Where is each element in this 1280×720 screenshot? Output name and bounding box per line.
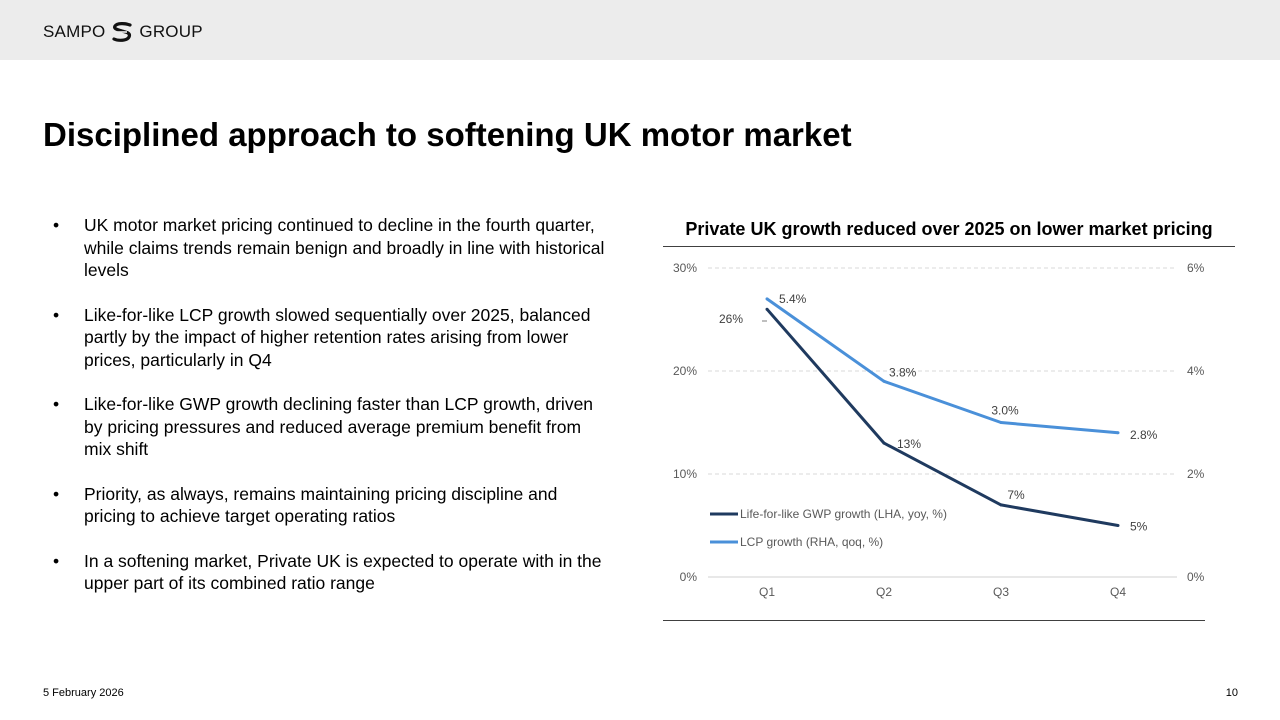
x-axis-tick-label: Q2 [876,585,892,599]
legend-label: LCP growth (RHA, qoq, %) [740,535,883,549]
bullet-marker: • [53,483,60,504]
left-axis-tick-label: 20% [673,364,697,378]
chart-divider-bottom [663,620,1205,621]
bullet-marker: • [53,304,60,325]
right-axis-tick-label: 4% [1187,364,1205,378]
x-axis-tick-label: Q3 [993,585,1009,599]
series-line-lcp [766,297,1119,435]
legend-label: Life-for-like GWP growth (LHA, yoy, %) [740,507,947,521]
page-title: Disciplined approach to softening UK mot… [43,116,852,153]
chart-title: Private UK growth reduced over 2025 on l… [685,219,1213,239]
bullet-marker: • [53,215,60,235]
bullet-text: Priority, as always, remains maintaining… [84,483,558,527]
data-label: 3.8% [889,365,917,379]
bullet-item: • Priority, as always, remains maintainin… [53,483,613,528]
data-label: 7% [1007,488,1025,502]
data-label: 26% [719,312,743,326]
data-label: 3.0% [991,404,1019,418]
bullet-list: • UK motor market pricing continued to de… [53,214,613,617]
data-point [882,379,886,383]
bullet-item: • In a softening market, Private UK is ex… [53,550,613,595]
data-point [1116,431,1120,435]
bullet-text: Like-for-like GWP growth declining faste… [84,394,594,459]
data-point [765,307,769,311]
bullet-marker: • [53,394,60,414]
data-point [765,297,769,301]
header-bar: SAMPO GROUP [0,0,1280,60]
data-label: 2.8% [1130,428,1158,442]
logo-text-left: SAMPO [43,22,106,41]
data-label: 5% [1130,520,1148,534]
right-axis-tick-label: 0% [1187,570,1205,584]
series-line-gwp [765,308,1119,527]
sampo-group-logo: SAMPO GROUP [43,20,203,44]
chart-divider-top [663,246,1235,247]
bullet-text: In a softening market, Private UK is exp… [84,550,602,594]
left-axis-tick-label: 10% [673,467,697,481]
x-axis-tick-label: Q4 [1110,585,1126,599]
bullet-marker: • [53,550,60,571]
logo-text-right: GROUP [139,22,203,41]
data-label: 13% [897,437,921,451]
sampo-logo-icon [112,22,133,42]
data-label: 5.4% [779,292,807,306]
bullet-item: • Like-for-like LCP growth slowed sequent… [53,304,613,372]
right-axis-tick-label: 6% [1187,261,1205,275]
left-axis-tick-label: 0% [680,570,698,584]
data-point [999,503,1003,507]
bullet-text: UK motor market pricing continued to dec… [84,215,605,280]
bullet-item: • UK motor market pricing continued to de… [53,214,613,282]
bullet-item: • Like-for-like GWP growth declining fast… [53,393,613,461]
data-point [1116,524,1120,527]
right-axis-tick-label: 2% [1187,467,1205,481]
footer-date: 5 February 2026 [43,687,124,699]
page-number: 10 [1225,687,1238,699]
left-axis-tick-label: 30% [673,261,697,275]
data-point [999,421,1003,424]
bullet-text: Like-for-like LCP growth slowed sequenti… [84,304,591,370]
data-point [882,441,886,445]
x-axis-tick-label: Q1 [759,585,775,599]
